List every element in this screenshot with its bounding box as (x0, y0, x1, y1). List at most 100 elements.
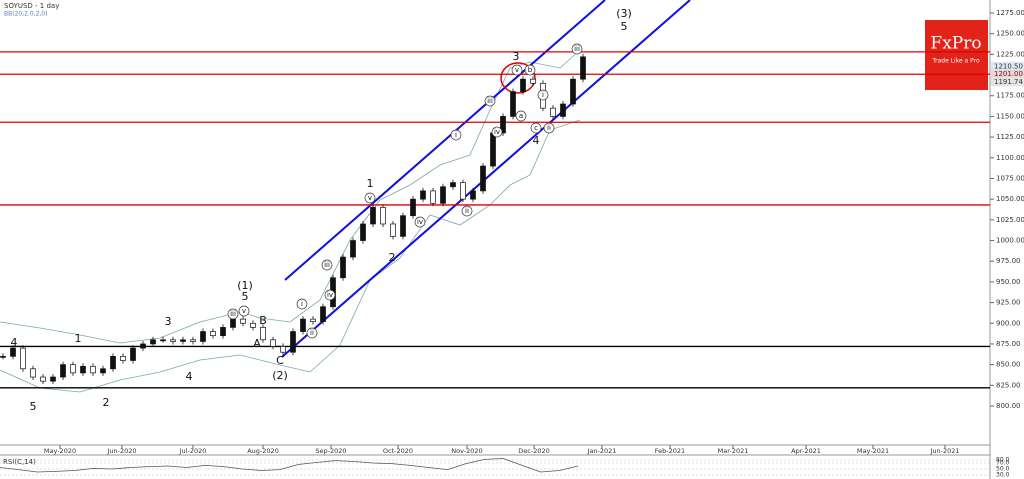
price-marker-label: 1210.50 (994, 62, 1023, 70)
wave-circle (491, 126, 503, 138)
y-tick-label: 925.00 (996, 299, 1021, 307)
candle (450, 182, 456, 188)
candle (90, 365, 96, 374)
wave-label: iv (494, 128, 500, 136)
candle (550, 107, 556, 117)
y-tick-label: 1175.00 (996, 92, 1024, 100)
y-tick-label: 825.00 (996, 381, 1021, 389)
y-tick-label: 1000.00 (996, 237, 1024, 245)
wave-circle (537, 89, 549, 101)
wave-label: iii (487, 97, 493, 105)
logo-tagline: Trade Like a Pro (931, 58, 980, 65)
candle (470, 190, 476, 200)
y-tick-label: 1075.00 (996, 174, 1024, 182)
candle (300, 318, 306, 332)
candle (430, 190, 436, 204)
y-tick-label: 850.00 (996, 361, 1021, 369)
candle (100, 368, 106, 374)
candle (420, 190, 426, 200)
candle (10, 347, 16, 357)
wave-label: c (534, 124, 538, 132)
wave-label: 4 (11, 336, 18, 349)
wave-circle (321, 259, 333, 271)
candle (310, 318, 316, 322)
price-marker (991, 61, 1024, 71)
candle (60, 364, 66, 378)
wave-circle (450, 129, 462, 141)
wave-label: (1) (237, 279, 253, 292)
wave-label: B (259, 314, 267, 327)
y-tick-label: 800.00 (996, 402, 1021, 410)
candle (530, 78, 536, 84)
candle (490, 132, 496, 167)
wave-label: a (519, 112, 523, 120)
wave-circle (227, 308, 239, 320)
wave-label: iv (327, 291, 333, 299)
candle (190, 339, 196, 342)
y-tick-label: 900.00 (996, 319, 1021, 327)
candle (340, 256, 346, 279)
x-tick-label: Jul-2020 (179, 447, 207, 455)
wave-label: 2 (389, 251, 396, 264)
candle (130, 347, 136, 361)
y-tick-label: 1150.00 (996, 112, 1024, 120)
price-marker (991, 77, 1024, 87)
wave-label: v (515, 66, 519, 74)
x-tick-label: May-2020 (44, 447, 76, 455)
candle (200, 331, 206, 342)
wave-circle (515, 110, 527, 122)
candle (210, 331, 216, 337)
y-tick-label: 1250.00 (996, 30, 1024, 38)
wave-label: b (528, 66, 533, 74)
candle (370, 207, 376, 225)
bollinger-upper (0, 49, 581, 344)
y-tick-label: 1225.00 (996, 50, 1024, 58)
candle (220, 327, 226, 337)
y-tick-label: 975.00 (996, 257, 1021, 265)
wave-circle (306, 327, 318, 339)
wave-label: ii (310, 329, 314, 337)
wave-label: 1 (367, 177, 374, 190)
candle (160, 339, 166, 342)
x-tick-label: Mar-2021 (718, 447, 749, 455)
candle (400, 215, 406, 237)
candle (120, 356, 126, 361)
candle (350, 240, 356, 258)
rsi-tick-label: 50.0 (996, 466, 1010, 473)
wave-label: i (301, 300, 303, 308)
x-tick-label: Dec-2020 (518, 447, 549, 455)
price-marker (991, 69, 1024, 79)
y-tick-label: 1100.00 (996, 154, 1024, 162)
wave-label: v (368, 194, 372, 202)
x-tick-label: Jan-2021 (587, 447, 617, 455)
x-tick-label: Oct-2020 (383, 447, 413, 455)
candle (260, 327, 266, 341)
wave-label: ii (547, 124, 551, 132)
wave-circle (414, 216, 426, 228)
y-tick-label: 950.00 (996, 278, 1021, 286)
x-tick-label: Sep-2020 (315, 447, 346, 455)
x-tick-label: Apr-2021 (791, 447, 821, 455)
candle (520, 78, 526, 92)
candle (230, 318, 236, 328)
x-tick-label: Jun-2021 (929, 447, 959, 455)
candle (380, 207, 386, 225)
candle (270, 339, 276, 347)
candle (140, 343, 146, 349)
candle (80, 365, 86, 374)
x-tick-label: Jun-2020 (106, 447, 136, 455)
candle (290, 331, 296, 353)
candle (180, 339, 186, 342)
price-marker-label: 1201.00 (994, 70, 1023, 78)
wave-label: 5 (30, 400, 37, 413)
wave-circle (238, 305, 250, 317)
wave-label: 2 (103, 396, 110, 409)
candle (440, 186, 446, 204)
highlight-circle (500, 62, 536, 94)
candle (0, 356, 6, 358)
wave-label: ii (465, 207, 469, 215)
x-tick-label: Feb-2021 (655, 447, 685, 455)
rsi-line (0, 458, 579, 473)
y-tick-label: 1050.00 (996, 195, 1024, 203)
candle (110, 356, 116, 370)
